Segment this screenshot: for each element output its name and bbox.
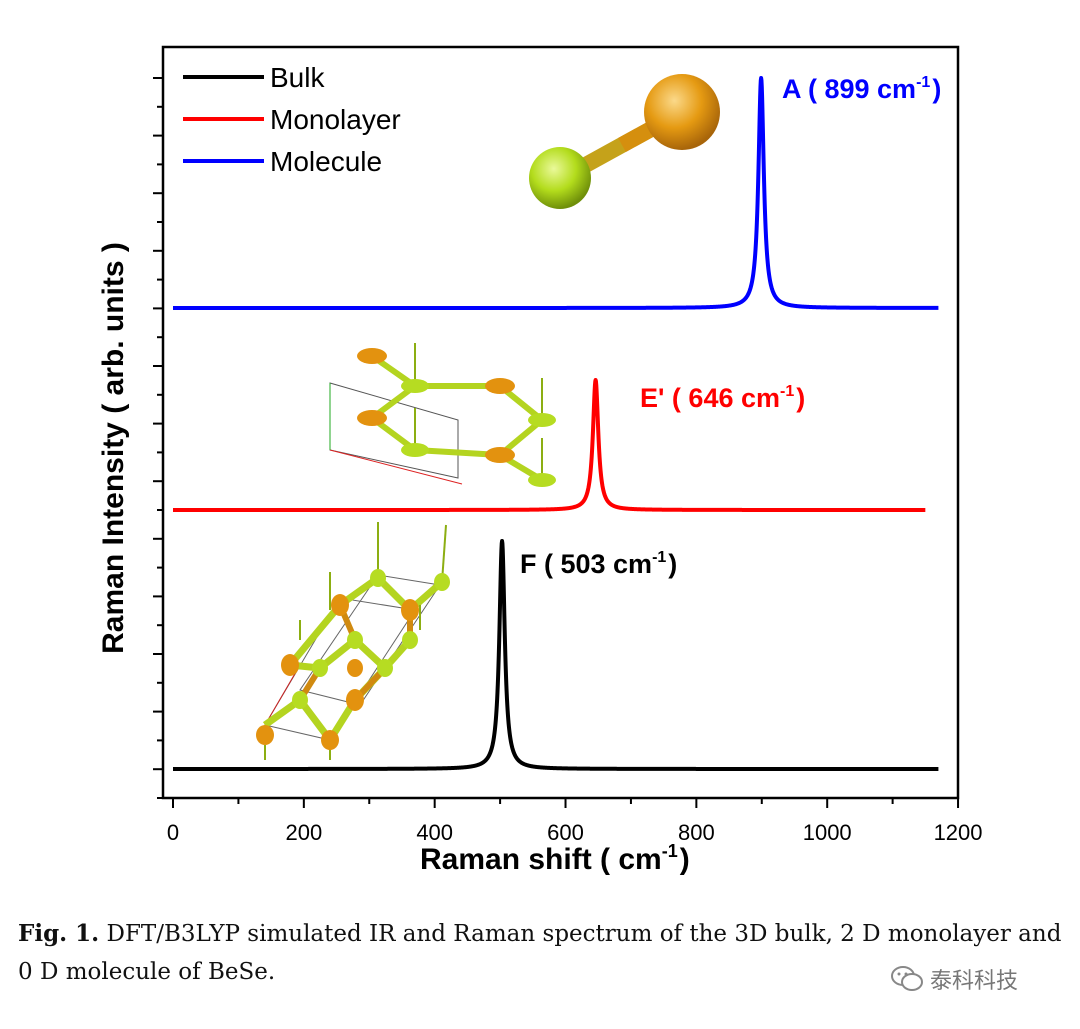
plot-frame	[161, 45, 960, 800]
figure-number: Fig. 1.	[18, 920, 100, 947]
watermark-text: 泰科科技	[930, 969, 1019, 994]
x-axis-ticks: 0 200 400 600 800 1000 1200	[167, 798, 983, 845]
peak-label-monolayer: E' ( 646 cm-1)	[640, 383, 805, 413]
spectrum-line-monolayer	[171, 378, 927, 512]
x-tick-label: 600	[547, 820, 584, 845]
y-axis-ticks	[153, 77, 163, 799]
x-tick-label: 1000	[803, 820, 852, 845]
peak-label-molecule: A ( 899 cm-1)	[782, 74, 941, 104]
caption-text: DFT/B3LYP simulated IR and Raman spectru…	[18, 921, 1062, 985]
x-tick-label: 800	[678, 820, 715, 845]
spectrum-line-molecule	[171, 76, 941, 310]
x-tick-label: 400	[416, 820, 453, 845]
bese-monolayer-illustration	[329, 343, 556, 487]
spectrum-line-bulk	[171, 539, 941, 771]
x-tick-label: 1200	[934, 820, 983, 845]
watermark: 泰科科技	[890, 962, 1018, 996]
spectra	[171, 76, 941, 771]
y-axis-title: Raman Intensity ( arb. units )	[97, 242, 130, 654]
figure-caption: Fig. 1. DFT/B3LYP simulated IR and Raman…	[18, 915, 1063, 991]
legend-label-bulk: Bulk	[270, 62, 325, 93]
bese-molecule-illustration	[529, 74, 720, 209]
wechat-icon	[891, 966, 923, 991]
peak-label-bulk: F ( 503 cm-1)	[520, 549, 677, 579]
legend: Bulk Monolayer Molecule	[183, 62, 401, 177]
x-axis-title: Raman shift ( cm-1)	[420, 841, 690, 876]
bese-bulk-illustration	[256, 522, 450, 760]
legend-label-monolayer: Monolayer	[270, 104, 401, 135]
x-tick-label: 200	[285, 820, 322, 845]
legend-label-molecule: Molecule	[270, 146, 382, 177]
x-tick-label: 0	[167, 820, 179, 845]
